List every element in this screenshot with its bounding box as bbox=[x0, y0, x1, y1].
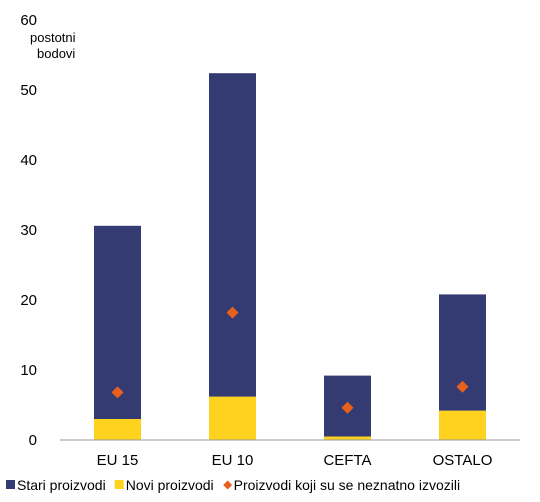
legend-swatch-icon bbox=[114, 480, 124, 489]
legend-item: Novi proizvodi bbox=[114, 477, 214, 493]
legend-diamond-icon bbox=[223, 480, 233, 490]
legend-item: Proizvodi koji su se neznatno izvozili bbox=[223, 477, 460, 493]
y-tick-label: 60 bbox=[20, 12, 37, 29]
x-tick-label: OSTALO bbox=[433, 452, 493, 469]
y-tick-label: 0 bbox=[29, 432, 37, 449]
markers bbox=[111, 306, 469, 414]
y-unit-label-line2: bodovi bbox=[37, 46, 75, 61]
legend-swatch-icon bbox=[6, 480, 15, 489]
x-tick-label: EU 15 bbox=[97, 452, 139, 469]
legend: Stari proizvodi Novi proizvodi Proizvodi k… bbox=[6, 477, 460, 493]
marker-ostalo bbox=[456, 380, 469, 393]
x-tick-label: EU 10 bbox=[212, 452, 254, 469]
bar-novi-proizvodi-ostalo bbox=[439, 410, 486, 440]
marker-eu-15 bbox=[111, 386, 124, 399]
legend-label: Proizvodi koji su se neznatno izvozili bbox=[234, 477, 460, 493]
y-axis: 0 10 20 30 40 50 60 bbox=[20, 12, 37, 449]
bar-novi-proizvodi-eu-10 bbox=[209, 396, 256, 440]
bar-stari-proizvodi-ostalo bbox=[439, 294, 486, 411]
y-tick-label: 10 bbox=[20, 362, 37, 379]
legend-label: Novi proizvodi bbox=[126, 477, 214, 493]
legend-item: Stari proizvodi bbox=[6, 477, 106, 493]
x-tick-label: CEFTA bbox=[323, 452, 371, 469]
marker-cefta bbox=[341, 401, 354, 414]
bar-stari-proizvodi-eu-10 bbox=[209, 73, 256, 397]
y-unit-label-line1: postotni bbox=[30, 30, 76, 45]
x-tick-labels: EU 15 EU 10 CEFTA OSTALO bbox=[97, 452, 493, 469]
marker-eu-10 bbox=[226, 306, 239, 319]
bar-novi-proizvodi-cefta bbox=[324, 436, 371, 440]
bars bbox=[94, 73, 486, 440]
bar-novi-proizvodi-eu-15 bbox=[94, 419, 141, 440]
legend-label: Stari proizvodi bbox=[17, 477, 106, 493]
y-tick-label: 50 bbox=[20, 82, 37, 99]
y-tick-label: 30 bbox=[20, 222, 37, 239]
y-tick-label: 20 bbox=[20, 292, 37, 309]
y-tick-label: 40 bbox=[20, 152, 37, 169]
